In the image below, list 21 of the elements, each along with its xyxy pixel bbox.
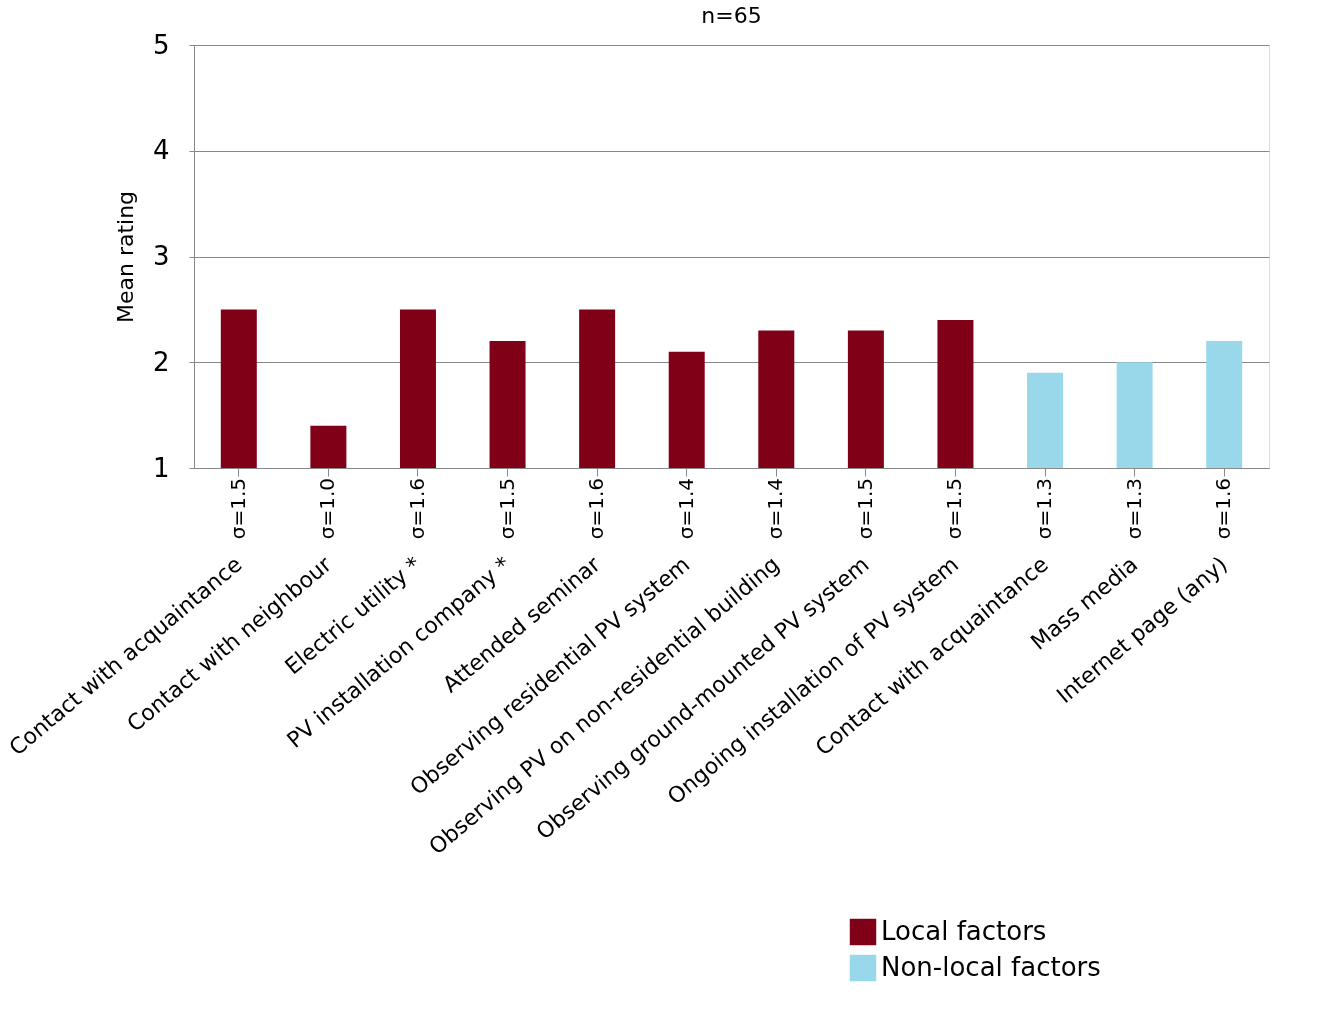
text: σ=1.5 xyxy=(225,478,250,540)
text: σ=1.4 xyxy=(763,478,788,540)
chart-title: n=65 xyxy=(701,3,762,28)
y-tick-label: 3 xyxy=(152,241,170,271)
legend-label: Local factors xyxy=(881,916,1047,946)
text: σ=1.6 xyxy=(584,478,609,540)
text: σ=1.3 xyxy=(1121,478,1146,540)
y-tick-label: 1 xyxy=(152,452,170,483)
y-axis-title: Mean rating xyxy=(112,190,138,324)
y-tick-label: 5 xyxy=(152,29,170,60)
text: σ=1.5 xyxy=(852,478,877,540)
text: σ=1.5 xyxy=(494,478,519,540)
text: σ=1.0 xyxy=(315,478,340,540)
legend-label: Non-local factors xyxy=(881,952,1101,982)
y-tick-label: 4 xyxy=(152,135,170,166)
text: σ=1.6 xyxy=(404,478,429,540)
text: σ=1.6 xyxy=(1211,478,1236,540)
y-tick-label: 2 xyxy=(152,346,170,377)
text: σ=1.3 xyxy=(1032,478,1057,540)
text: σ=1.4 xyxy=(673,478,698,540)
text: σ=1.5 xyxy=(942,478,967,540)
